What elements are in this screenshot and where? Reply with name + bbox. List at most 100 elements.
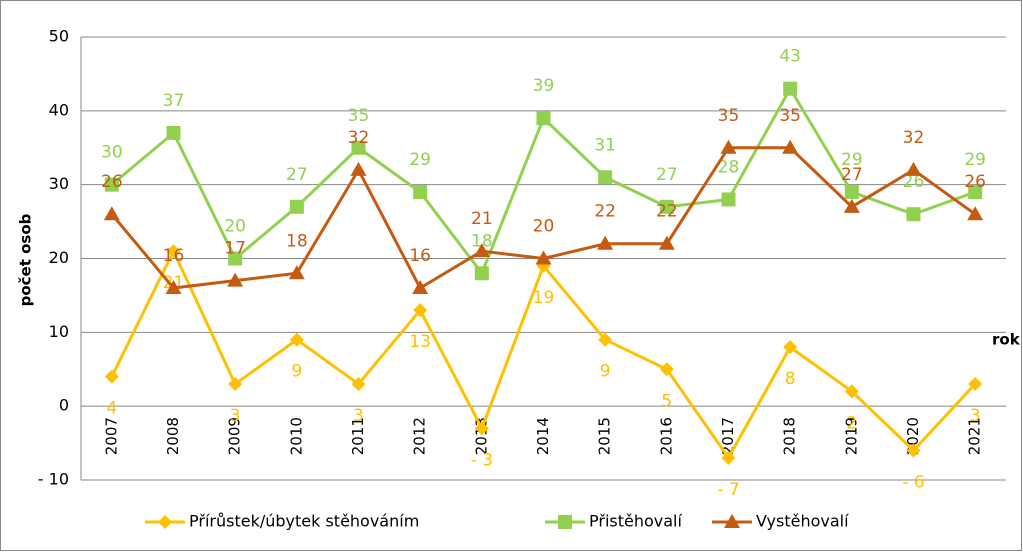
y-tick-label: - 10	[38, 470, 69, 489]
legend-item: Přírůstek/úbytek stěhováním	[145, 512, 419, 531]
data-label: 29	[409, 150, 431, 170]
data-label: 18	[471, 231, 493, 251]
y-tick-label: 40	[49, 100, 69, 119]
data-label: 4	[106, 399, 117, 419]
data-point	[474, 421, 489, 436]
x-tick-label: 2008	[164, 417, 182, 455]
legend-label: Přírůstek/úbytek stěhováním	[189, 512, 419, 531]
data-point	[598, 170, 613, 185]
data-point	[843, 198, 860, 213]
data-label: 26	[903, 172, 925, 192]
legend-label: Vystěhovalí	[756, 512, 849, 531]
data-point	[474, 266, 489, 281]
data-point	[598, 332, 613, 347]
data-point	[967, 206, 984, 221]
data-label: 3	[970, 406, 981, 426]
x-tick-label: 2011	[349, 417, 367, 455]
data-point	[166, 244, 181, 259]
data-point	[844, 185, 859, 200]
data-point	[535, 250, 552, 265]
data-point	[103, 206, 120, 221]
data-point	[658, 235, 675, 250]
data-point	[412, 280, 429, 295]
data-point	[782, 139, 799, 154]
data-label: 37	[163, 91, 185, 111]
data-label: 18	[286, 231, 308, 251]
data-label: 3	[230, 406, 241, 426]
data-label: - 7	[717, 480, 739, 500]
x-tick-label: 2019	[842, 417, 860, 455]
data-point	[165, 280, 182, 295]
y-tick-label: 0	[59, 396, 69, 415]
x-tick-label: 2021	[966, 417, 984, 455]
x-tick-label: 2012	[411, 417, 429, 455]
data-label: 27	[841, 165, 863, 185]
x-tick-label: 2010	[287, 417, 305, 455]
data-point	[473, 243, 490, 258]
y-tick-label: 30	[49, 174, 69, 193]
data-point	[228, 251, 243, 266]
x-tick-label: 2016	[657, 417, 675, 455]
data-label: 20	[224, 217, 246, 237]
data-point	[289, 332, 304, 347]
data-label: 20	[533, 217, 555, 237]
data-label: 29	[964, 150, 986, 170]
data-point	[721, 450, 736, 465]
x-tick-label: 2017	[719, 417, 737, 455]
data-point	[597, 235, 614, 250]
x-tick-label: 2009	[226, 417, 244, 455]
data-label: 22	[594, 202, 616, 222]
data-point	[104, 177, 119, 192]
data-label: 5	[661, 391, 672, 411]
data-point	[228, 377, 243, 392]
x-tick-label: 2018	[781, 417, 799, 455]
data-point	[906, 443, 921, 458]
legend-marker	[724, 514, 740, 528]
data-label: 16	[163, 246, 185, 266]
legend-marker	[158, 515, 172, 529]
data-label: - 6	[902, 472, 924, 492]
data-point	[227, 272, 244, 287]
data-label: 9	[600, 362, 611, 382]
data-point	[413, 303, 428, 318]
data-label: 9	[291, 362, 302, 382]
data-label: 13	[409, 332, 431, 352]
data-point	[288, 265, 305, 280]
data-point	[166, 125, 181, 140]
data-label: 31	[594, 135, 616, 155]
data-label: 35	[779, 106, 801, 126]
data-label: 22	[656, 202, 678, 222]
legend-item: Přistěhovalí	[545, 512, 682, 531]
data-point	[905, 161, 922, 176]
data-label: 39	[533, 76, 555, 96]
data-point	[721, 192, 736, 207]
data-label: 26	[964, 172, 986, 192]
data-label: 30	[101, 143, 123, 163]
data-label: 43	[779, 47, 801, 67]
data-point	[350, 161, 367, 176]
data-label: 32	[903, 128, 925, 148]
data-point	[289, 199, 304, 214]
legend-label: Přistěhovalí	[589, 512, 682, 531]
data-point	[659, 199, 674, 214]
data-point	[968, 377, 983, 392]
data-label: 28	[718, 157, 740, 177]
y-tick-label: 50	[49, 27, 69, 46]
data-point	[906, 207, 921, 222]
data-label: 27	[656, 165, 678, 185]
data-point	[968, 185, 983, 200]
data-label: 8	[785, 369, 796, 389]
data-label: 19	[533, 288, 555, 308]
y-axis-label: počet osob	[17, 213, 35, 306]
legend-marker	[558, 515, 572, 529]
data-point	[783, 81, 798, 96]
data-label: 3	[353, 406, 364, 426]
data-label: 27	[286, 165, 308, 185]
data-point	[413, 185, 428, 200]
data-point	[536, 111, 551, 126]
data-label: 2	[846, 413, 857, 433]
data-point	[104, 369, 119, 384]
legend-item: Vystěhovalí	[712, 512, 849, 531]
